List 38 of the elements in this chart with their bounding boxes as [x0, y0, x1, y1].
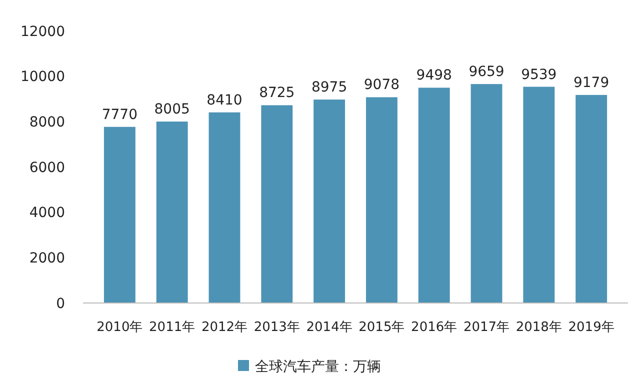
- x-tick-label: 2012年: [201, 320, 248, 335]
- x-tick-label: 2017年: [463, 320, 510, 335]
- bar: [418, 88, 450, 303]
- data-label: 9498: [416, 68, 452, 84]
- bar: [576, 94, 608, 303]
- y-tick-label: 4000: [29, 205, 65, 222]
- bar: [366, 97, 398, 303]
- bar: [261, 105, 293, 303]
- x-tick-label: 2015年: [358, 320, 405, 335]
- bar: [523, 86, 555, 303]
- data-label: 8410: [206, 92, 242, 108]
- data-label: 8975: [311, 80, 348, 96]
- x-tick-label: 2010年: [96, 320, 143, 335]
- data-label: 9179: [573, 74, 610, 91]
- data-label: 8005: [154, 102, 190, 118]
- y-tick-label: 10000: [20, 69, 65, 86]
- data-label: 9539: [521, 66, 557, 83]
- x-tick-label: 2016年: [411, 320, 458, 335]
- data-label: 9659: [468, 64, 504, 80]
- x-tick-label: 2018年: [516, 320, 562, 335]
- bar: [208, 112, 240, 303]
- y-tick-label: 0: [56, 296, 65, 312]
- x-tick-label: 2019年: [568, 320, 614, 335]
- x-tick-label: 2014年: [306, 320, 352, 335]
- data-label: 8725: [259, 85, 295, 102]
- x-tick-label: 2013年: [254, 320, 300, 335]
- data-label: 7770: [102, 106, 138, 123]
- x-tick-label: 2011年: [149, 320, 196, 335]
- data-label: 9078: [364, 77, 400, 94]
- legend-label: 全球汽车产量：万辆: [255, 358, 381, 375]
- bar: [104, 126, 136, 303]
- y-tick-label: 2000: [29, 250, 65, 267]
- y-tick-label: 8000: [29, 114, 65, 131]
- y-tick-label: 6000: [29, 160, 65, 176]
- bar: [314, 100, 346, 303]
- bar: [470, 84, 502, 303]
- y-tick-label: 12000: [20, 24, 65, 40]
- bar: [156, 122, 188, 303]
